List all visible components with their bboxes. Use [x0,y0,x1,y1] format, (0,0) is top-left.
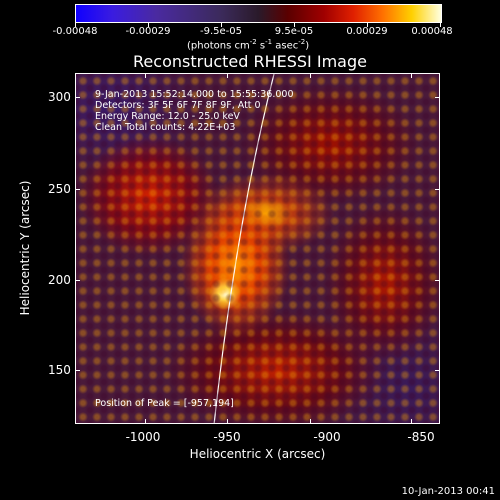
colorbar-tick [148,22,149,27]
y-tick [75,189,80,190]
colorbar-tick [294,22,295,27]
colorbar [75,4,442,23]
y-tick [75,370,80,371]
y-tick-right [435,370,440,371]
y-axis-title: Heliocentric Y (arcsec) [18,180,32,316]
y-tick [75,280,80,281]
rhessi-image [75,73,440,424]
colorbar-label: -0.00048 [52,26,98,37]
y-tick-label: 250 [48,182,71,196]
plot-title: Reconstructed RHESSI Image [133,52,367,71]
x-tick-label: -1000 [125,430,161,444]
colorbar-tick [367,22,368,27]
time-range-text: 9-Jan-2013 15:52:14.000 to 15:55:36.000 [95,89,294,100]
colorbar-label: -0.00029 [125,26,171,37]
y-tick-label: 300 [48,90,71,104]
y-tick-right [435,280,440,281]
y-tick-label: 150 [48,363,71,377]
x-tick-label: -950 [213,430,241,444]
detectors-text: Detectors: 3F 5F 6F 7F 8F 9F, Att 0 [95,100,261,111]
colorbar-label: -9.5e-05 [200,26,242,37]
peak-position-text: Position of Peak = [-957,194] [95,398,234,409]
total-counts-text: Clean Total counts: 4.22E+03 [95,122,236,133]
x-tick [227,419,228,424]
x-tick-label: -850 [407,430,435,444]
y-tick [75,97,80,98]
y-tick-right [435,97,440,98]
x-tick-top [411,73,412,78]
x-tick [411,419,412,424]
x-tick [145,419,146,424]
x-tick-top [145,73,146,78]
x-tick-label: -900 [313,430,341,444]
x-axis-title: Heliocentric X (arcsec) [189,447,326,461]
x-tick-top [310,73,311,78]
timestamp: 10-Jan-2013 00:41 [401,486,495,497]
colorbar-units: (photons cm-2 s-1 asec-2) [187,38,310,52]
colorbar-label: 0.00029 [346,26,388,37]
x-tick [310,419,311,424]
colorbar-label: 9.5e-05 [274,26,314,37]
y-tick-label: 200 [48,273,71,287]
y-tick-right [435,189,440,190]
colorbar-tick [440,22,441,27]
colorbar-tick [75,22,76,27]
x-tick-top [227,73,228,78]
colorbar-tick [221,22,222,27]
colorbar-label: 0.00048 [411,26,453,37]
energy-range-text: Energy Range: 12.0 - 25.0 keV [95,111,240,122]
